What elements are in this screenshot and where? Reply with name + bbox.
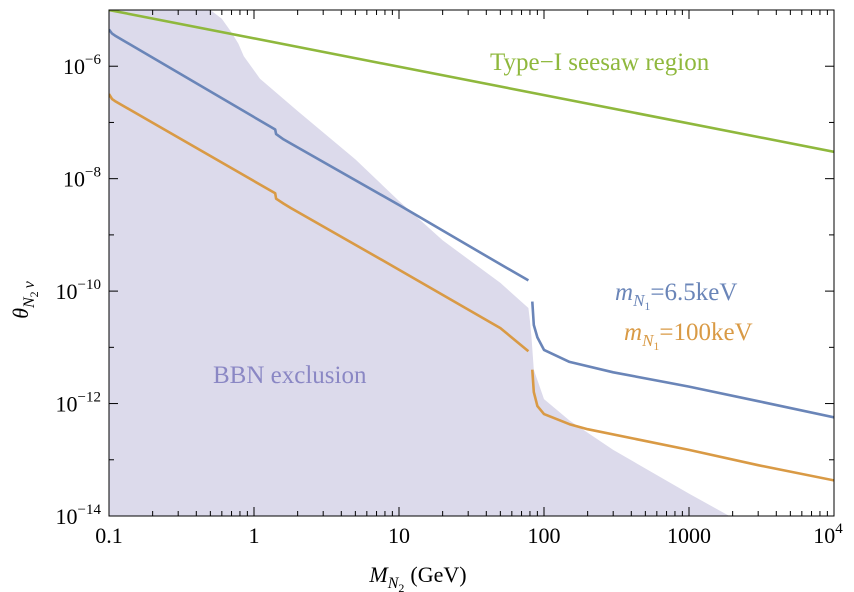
y-axis-label: θN2 ν [8, 280, 41, 318]
x-axis-unit: (GeV) [410, 562, 466, 587]
seesaw-region-label: Type−I seesaw region [490, 49, 710, 76]
orange-series-label: mN1=100keV [624, 319, 753, 353]
y-tick-label: 10−14 [56, 502, 102, 529]
x-tick-label: 10 [388, 523, 410, 548]
blue-line-segment-2 [531, 301, 834, 419]
blue-label-subsub: 1 [644, 299, 650, 313]
seesaw-line-segment-1 [109, 10, 834, 154]
x-axis-symbol: M [368, 562, 389, 587]
blue-label-sub: N [632, 291, 646, 310]
x-axis-label: MN2 (GeV) [368, 562, 466, 592]
orange-label-sub: N [641, 331, 655, 350]
x-tick-label: 1000 [667, 523, 711, 548]
y-axis-subsubscript: 2 [27, 291, 41, 297]
orange-label-subsub: 1 [653, 339, 659, 353]
y-tick-label: 10−6 [63, 52, 101, 79]
blue-series-label: mN1=6.5keV [615, 279, 737, 313]
blue-line-segment-1 [109, 28, 530, 282]
plot-area [109, 10, 834, 516]
x-tick-label: 1 [249, 523, 260, 548]
tick-labels: 0.1 1 10 100 1000 104 10−14 10−12 10−10 10−8 10−6 [56, 52, 844, 548]
blue-label-m: m [615, 279, 633, 306]
orange-line-segment-2 [531, 369, 834, 482]
bbn-region-label: BBN exclusion [213, 362, 367, 389]
y-axis-tail: ν [21, 280, 38, 288]
x-tick-label: 104 [813, 521, 843, 548]
orange-label-rest: =100keV [659, 319, 752, 346]
y-tick-label: 10−8 [63, 165, 101, 192]
orange-line-segment-1 [109, 93, 530, 353]
plot-frame [108, 9, 835, 517]
bbn-exclusion-region [109, 10, 730, 516]
x-axis-subscript: N [387, 575, 400, 592]
blue-label-rest: =6.5keV [650, 279, 737, 306]
tick-marks [108, 9, 835, 517]
plot-clipped [109, 10, 834, 516]
y-tick-label: 10−12 [56, 390, 101, 417]
x-tick-label: 0.1 [95, 523, 123, 548]
orange-label-m: m [624, 319, 642, 346]
x-axis-subsubscript: 2 [398, 581, 404, 592]
x-tick-label: 100 [528, 523, 561, 548]
y-axis-subscript: N [21, 296, 38, 309]
y-axis-symbol: θ [8, 308, 33, 319]
y-tick-label: 10−10 [56, 277, 101, 304]
